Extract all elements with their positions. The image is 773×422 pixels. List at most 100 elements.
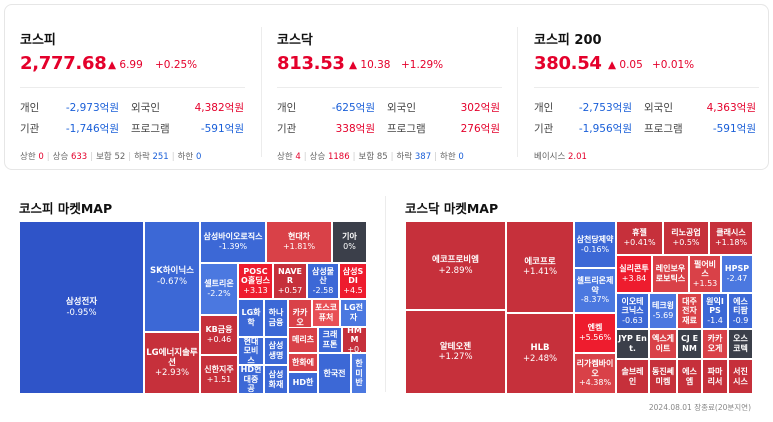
treemap-cell-oscotec[interactable]: 오스코텍 [728,329,753,359]
treemap-cell-meritz[interactable]: 메리츠 [288,327,318,353]
foreign-label: 외국인 [387,102,416,114]
treemap-cell-hanwha-aero[interactable]: 한화에 [288,353,318,372]
timestamp: 2024.08.01 장종료(20분지연) [648,403,751,412]
treemap-cell-enchem[interactable]: 엔켐 +5.56% [574,313,616,353]
treemap-cell-posco-future[interactable]: 포스코퓨처 [312,299,340,327]
treemap-cell-sk-hynix[interactable]: SK하이닉스 -0.67% [144,221,200,332]
kosdaq-map-title[interactable]: 코스닥 마켓MAP [405,201,499,216]
treemap-cell-techwing[interactable]: 테크윙 -5.69 [649,293,677,329]
individual-value: -625억원 [331,102,375,114]
treemap-cell-sm[interactable]: 에스엠 [677,359,702,394]
kospi-value: 2,777.68 [20,53,107,74]
treemap-cell-shinhan[interactable]: 신한지주 +1.51 [200,355,238,394]
program-label: 프로그램 [387,123,426,135]
kospi200-name[interactable]: 코스피 200 [534,33,602,48]
institution-label: 기관 [20,123,40,135]
kospi-change: ▲ 6.99 [108,59,143,71]
treemap-cell-kepco[interactable]: 한국전 [318,353,351,394]
divider [277,87,502,88]
institution-label: 기관 [534,123,554,135]
foreign-value: 4,382억원 [194,102,244,114]
treemap-cell-ligachem[interactable]: 리가켐바이오 +4.38% [574,353,616,394]
treemap-cell-posco[interactable]: POSCO홀딩스 +3.13 [238,263,273,299]
kospi200-block[interactable]: 코스피 200 380.54 ▲ 0.05 +0.01% 개인 -2,753억원… [534,5,773,171]
divider [261,27,262,157]
market-breadth: 상한 0 | 상승 633 | 보합 52 | 하락 251 | 하한 0 [20,152,202,162]
treemap-cell-alteogen[interactable]: 알테오젠 +1.27% [405,310,506,394]
treemap-cell-samsung-bio[interactable]: 삼성바이오로직스 -1.39% [200,221,266,263]
institution-value: -1,746억원 [65,123,119,135]
treemap-cell-hd-hhi[interactable]: HD현대중공 [238,365,264,394]
treemap-cell-st-pharm[interactable]: 에스티팜 -0.9 [728,293,753,329]
treemap-cell-rainbow-robotics[interactable]: 레인보우로보틱스 [652,255,689,293]
treemap-cell-ecopro-bm[interactable]: 에코프로비엠 +2.89% [405,221,506,310]
treemap-cell-samchundang[interactable]: 삼천당제약 -0.16% [574,221,616,268]
foreign-label: 외국인 [644,102,673,114]
kosdaq-treemap: 에코프로비엠 +2.89% 알테오젠 +1.27% 에코프로 +1.41% HLB +2… [405,221,753,394]
treemap-cell-seojin[interactable]: 서진시스 [728,359,753,394]
institution-label: 기관 [277,123,297,135]
treemap-cell-hlb[interactable]: HLB +2.48% [506,313,574,394]
treemap-cell-eo-technics[interactable]: 이오테크닉스 -0.63 [616,293,649,329]
treemap-cell-hugel[interactable]: 휴젤 +0.41% [616,221,663,255]
treemap-cell-kia[interactable]: 기아 0% [332,221,367,263]
individual-value: -2,753억원 [578,102,632,114]
divider [534,87,759,88]
kospi-block[interactable]: 코스피 2,777.68 ▲ 6.99 +0.25% 개인 -2,973억원 외… [20,5,265,171]
kosdaq-value: 813.53 [277,53,345,74]
treemap-cell-classys[interactable]: 클래시스 +1.18% [709,221,753,255]
treemap-cell-cj-enm[interactable]: CJ ENM [677,329,702,359]
individual-label: 개인 [277,102,297,114]
treemap-cell-soulbrain[interactable]: 솔브레인 [616,359,649,394]
treemap-cell-celltrion[interactable]: 셀트리온 -2.2% [200,263,238,315]
program-label: 프로그램 [131,123,170,135]
treemap-cell-jyp[interactable]: JYP Ent. [616,329,649,359]
treemap-cell-ecopro[interactable]: 에코프로 +1.41% [506,221,574,313]
program-label: 프로그램 [644,123,683,135]
treemap-cell-kakao-games[interactable]: 카카오게 [702,329,728,359]
treemap-cell-pharma-research[interactable]: 파마리서 [702,359,728,394]
kosdaq-rate: +1.29% [401,59,444,71]
treemap-cell-pearl-abyss[interactable]: 펄어비스 +1.53 [689,255,721,293]
kospi200-change: ▲ 0.05 [608,59,643,71]
treemap-cell-hanmi-semi[interactable]: 한미반 [351,353,367,394]
divider [20,87,245,88]
treemap-cell-samsung-life[interactable]: 삼성생명 [264,337,288,365]
treemap-cell-lg-elec[interactable]: LG전자 [340,299,367,327]
market-breadth: 상한 4 | 상승 1186 | 보합 85 | 하락 387 | 하한 0 [277,152,464,162]
program-value: -591억원 [712,123,756,135]
treemap-cell-hmm[interactable]: HMM +0. [342,327,367,353]
treemap-cell-samsung-elec[interactable]: 삼성전자 -0.95% [19,221,144,394]
treemap-cell-krafton[interactable]: 크래프톤 [318,327,342,353]
foreign-value: 302억원 [460,102,500,114]
kospi200-rate: +0.01% [652,59,695,71]
kosdaq-name[interactable]: 코스닥 [277,33,313,48]
treemap-cell-leeno[interactable]: 리노공업 +0.5% [663,221,709,255]
treemap-cell-celltrion-pharm[interactable]: 셀트리온제약 -8.37% [574,268,616,313]
treemap-cell-samsung-fire[interactable]: 삼성화재 [264,365,288,394]
foreign-value: 4,363억원 [706,102,756,114]
kosdaq-block[interactable]: 코스닥 813.53 ▲ 10.38 +1.29% 개인 -625억원 외국인 … [277,5,522,171]
treemap-cell-samsung-sdi[interactable]: 삼성SDI +4.5 [339,263,367,299]
treemap-cell-hyundai-mobis[interactable]: 현대모비스 [238,337,264,365]
kospi-name[interactable]: 코스피 [20,33,56,48]
treemap-cell-dongjin[interactable]: 동진쎄미켐 [649,359,677,394]
treemap-cell-hpsp[interactable]: HPSP -2.47 [721,255,753,293]
treemap-cell-wonik-ips[interactable]: 원익IPS -1.4 [702,293,728,329]
treemap-cell-samsung-cnt[interactable]: 삼성물산 -2.58 [307,263,339,299]
treemap-cell-lg-chem[interactable]: LG화학 [238,299,264,337]
institution-value: 338억원 [335,123,375,135]
kospi-map-title[interactable]: 코스피 마켓MAP [19,201,113,216]
treemap-cell-hd-korea[interactable]: HD한 [288,372,318,394]
treemap-cell-hyundai-motor[interactable]: 현대차 +1.81% [266,221,332,263]
treemap-cell-hana[interactable]: 하나금융 [264,299,288,337]
treemap-cell-daejoo[interactable]: 대주전자재료 [677,293,702,329]
treemap-cell-lg-energy[interactable]: LG에너지솔루션 +2.93% [144,332,200,394]
program-value: -591억원 [200,123,244,135]
treemap-cell-silicon2[interactable]: 실리콘투 +3.84 [616,255,652,293]
treemap-cell-kb[interactable]: KB금융 +0.46 [200,315,238,355]
treemap-cell-xgate[interactable]: 엑스게이트 [649,329,677,359]
treemap-cell-naver[interactable]: NAVER +0.57 [273,263,307,299]
basis: 베이시스 2.01 [534,152,587,162]
divider [385,196,386,392]
